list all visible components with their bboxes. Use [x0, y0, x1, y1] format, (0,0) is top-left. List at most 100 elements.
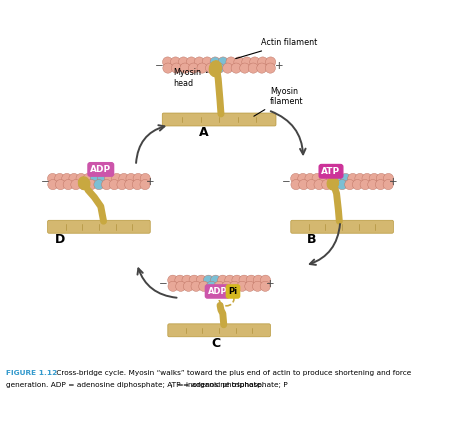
Circle shape — [117, 179, 127, 190]
Circle shape — [79, 179, 89, 190]
Circle shape — [368, 179, 378, 190]
Circle shape — [182, 275, 192, 285]
Circle shape — [229, 281, 239, 291]
Circle shape — [250, 57, 260, 67]
Circle shape — [265, 63, 275, 73]
Text: −: − — [41, 177, 50, 187]
Circle shape — [98, 173, 108, 184]
Circle shape — [202, 57, 212, 67]
Circle shape — [206, 281, 217, 291]
Text: i: i — [170, 384, 172, 389]
Circle shape — [253, 281, 263, 291]
Circle shape — [218, 57, 228, 67]
Circle shape — [171, 57, 181, 67]
Circle shape — [189, 275, 199, 285]
Circle shape — [223, 63, 233, 73]
Ellipse shape — [210, 61, 221, 77]
Circle shape — [222, 281, 232, 291]
Text: = inorganic phosphate.: = inorganic phosphate. — [175, 382, 263, 388]
Circle shape — [125, 179, 135, 190]
Ellipse shape — [327, 177, 338, 190]
Circle shape — [86, 179, 96, 190]
Circle shape — [183, 281, 193, 291]
Circle shape — [291, 173, 301, 184]
Circle shape — [246, 275, 256, 285]
Text: ATP: ATP — [321, 167, 340, 176]
Circle shape — [360, 179, 370, 190]
Circle shape — [329, 179, 339, 190]
Circle shape — [322, 179, 332, 190]
Ellipse shape — [79, 177, 90, 190]
Circle shape — [218, 275, 228, 285]
Circle shape — [47, 173, 58, 184]
Circle shape — [133, 173, 143, 184]
Text: −: − — [282, 177, 291, 187]
Circle shape — [265, 57, 276, 67]
Circle shape — [231, 63, 241, 73]
Circle shape — [210, 275, 220, 285]
Text: ADP: ADP — [208, 287, 227, 296]
Text: generation. ADP = adenosine diphosphate; ATP = adenosine triphosphate; P: generation. ADP = adenosine diphosphate;… — [6, 382, 287, 388]
Circle shape — [69, 173, 79, 184]
Circle shape — [314, 179, 324, 190]
Circle shape — [180, 63, 190, 73]
Circle shape — [163, 57, 173, 67]
FancyBboxPatch shape — [291, 220, 393, 233]
Circle shape — [210, 57, 220, 67]
FancyBboxPatch shape — [47, 220, 150, 233]
Circle shape — [341, 173, 351, 184]
Text: +: + — [389, 177, 397, 187]
Circle shape — [178, 57, 189, 67]
Circle shape — [369, 173, 379, 184]
Text: +: + — [265, 279, 274, 289]
Circle shape — [168, 281, 178, 291]
Text: Actin filament: Actin filament — [236, 38, 317, 59]
Circle shape — [226, 57, 236, 67]
Circle shape — [191, 281, 201, 291]
Circle shape — [345, 179, 355, 190]
Circle shape — [140, 179, 150, 190]
FancyBboxPatch shape — [162, 113, 276, 126]
Circle shape — [383, 173, 393, 184]
Circle shape — [291, 179, 301, 190]
Text: −: − — [155, 61, 164, 71]
Text: ADP: ADP — [90, 165, 111, 174]
Circle shape — [194, 57, 204, 67]
Circle shape — [253, 275, 264, 285]
Circle shape — [168, 275, 178, 285]
Circle shape — [199, 281, 209, 291]
Circle shape — [176, 281, 186, 291]
Text: FIGURE 1.12: FIGURE 1.12 — [6, 370, 57, 376]
Circle shape — [203, 275, 213, 285]
Text: +: + — [146, 177, 154, 187]
Circle shape — [333, 173, 344, 184]
Text: Cross-bridge cycle. Myosin “walks” toward the plus end of actin to produce short: Cross-bridge cycle. Myosin “walks” towar… — [54, 370, 411, 376]
Text: +: + — [275, 61, 283, 71]
Circle shape — [248, 63, 258, 73]
Circle shape — [126, 173, 136, 184]
Circle shape — [225, 275, 235, 285]
Circle shape — [260, 281, 270, 291]
Text: B: B — [307, 233, 317, 247]
Circle shape — [83, 173, 93, 184]
Circle shape — [175, 275, 185, 285]
Circle shape — [55, 179, 65, 190]
Text: C: C — [212, 337, 221, 350]
Circle shape — [109, 179, 119, 190]
Circle shape — [63, 179, 73, 190]
Circle shape — [163, 63, 173, 73]
Circle shape — [172, 63, 182, 73]
Circle shape — [257, 63, 267, 73]
Circle shape — [197, 63, 207, 73]
Circle shape — [206, 63, 216, 73]
Circle shape — [305, 173, 315, 184]
Circle shape — [214, 281, 224, 291]
Text: Pi: Pi — [228, 287, 237, 296]
Circle shape — [186, 57, 197, 67]
Circle shape — [375, 179, 385, 190]
Circle shape — [132, 179, 142, 190]
Circle shape — [306, 179, 317, 190]
Circle shape — [337, 179, 347, 190]
Circle shape — [196, 275, 206, 285]
Circle shape — [312, 173, 322, 184]
